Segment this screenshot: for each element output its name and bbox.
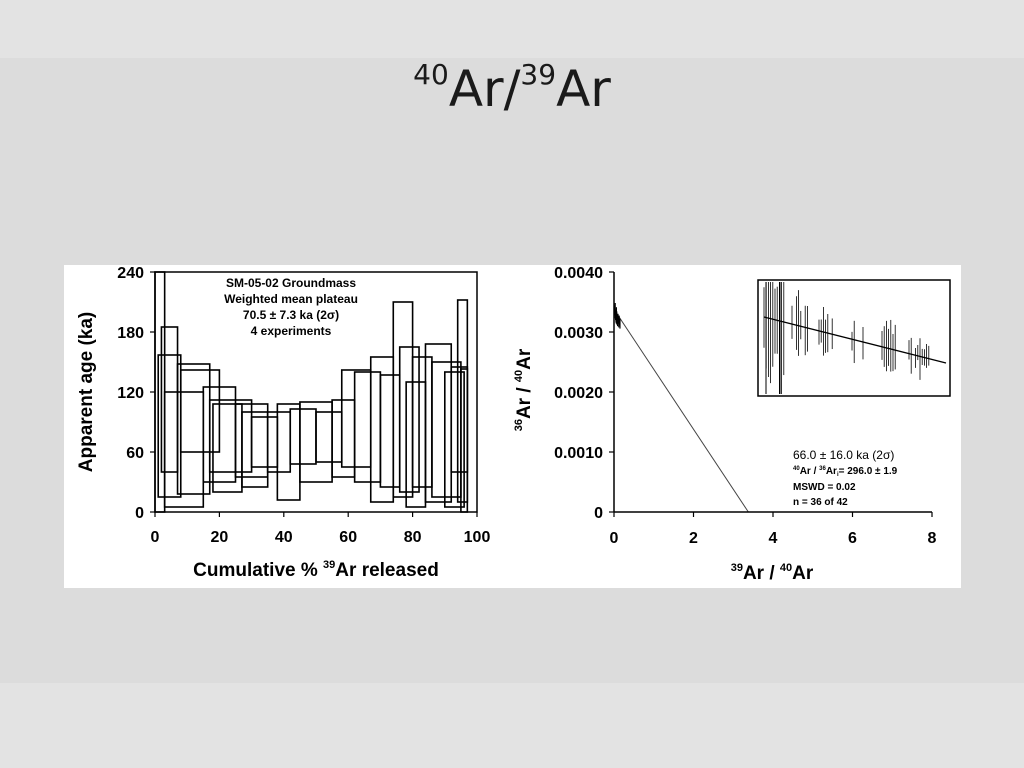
slide-title: 40Ar/39Ar — [0, 60, 1024, 118]
iso-xtick-label-1: 2 — [689, 530, 698, 547]
age-step-21 — [379, 374, 401, 488]
iso-xtick-label-2: 4 — [769, 530, 778, 547]
age-step-8 — [212, 403, 243, 493]
age-ytick-label-1: 60 — [126, 445, 144, 462]
isochron-line — [613, 309, 749, 513]
title-text-ar: Ar/ — [448, 60, 521, 118]
iso-ytick-label-4: 0.0040 — [554, 265, 603, 282]
age-step-24 — [405, 381, 427, 508]
age-xtick-label-5: 100 — [464, 529, 491, 546]
age-step-0 — [154, 271, 166, 513]
isochron-mswd: MSWD = 0.02 — [793, 482, 856, 493]
age-xtick-label-3: 60 — [339, 529, 357, 546]
iso-ytick-label-3: 0.0030 — [554, 325, 603, 342]
isochron-n: n = 36 of 42 — [793, 497, 848, 508]
age-ytick-label-0: 0 — [135, 505, 144, 522]
age-step-4 — [176, 363, 211, 495]
iso-xtick-label-3: 6 — [848, 530, 857, 547]
isochron-stats: 66.0 ± 16.0 ka (2σ) 40Ar / 36Ari= 296.0 … — [793, 448, 898, 508]
age-step-13 — [276, 403, 301, 501]
age-ytick-label-3: 180 — [117, 325, 144, 342]
iso-ytick-label-0: 0 — [594, 505, 603, 522]
age-step-29 — [450, 366, 469, 473]
age-spectrum-chart: 0 20 40 60 80 100 0 60 120 180 240 Cumulative % 39… — [76, 265, 490, 581]
age-ytick-label-4: 240 — [117, 265, 144, 282]
age-xtick-label-2: 40 — [275, 529, 293, 546]
figure-panel: 0 20 40 60 80 100 0 60 120 180 240 Cumulative % 39… — [64, 265, 961, 588]
age-step-16 — [315, 411, 343, 463]
age-xtick-label-0: 0 — [151, 529, 160, 546]
age-step-10 — [241, 411, 269, 488]
title-superscript-40: 40 — [413, 58, 449, 91]
age-step-19 — [353, 371, 382, 483]
isochron-chart: 0 2 4 6 8 0 0.0010 0.0020 0.0030 0.0040 39Ar / 40… — [513, 265, 951, 584]
iso-ytick-label-2: 0.0020 — [554, 385, 603, 402]
age-step-14 — [289, 408, 317, 465]
isochron-inset-data — [763, 282, 947, 394]
title-text-ar-end: Ar — [556, 60, 611, 118]
age-step-5 — [179, 369, 221, 453]
isochron-ticks: 0 2 4 6 8 0 0.0010 0.0020 0.0030 0.0040 — [554, 265, 936, 547]
isochron-xlabel: 39Ar / 40Ar — [731, 562, 814, 584]
age-step-11 — [250, 416, 279, 468]
age-step-22 — [392, 301, 414, 498]
iso-xtick-label-0: 0 — [610, 530, 619, 547]
age-step-2 — [160, 326, 179, 473]
age-step-7 — [208, 399, 253, 473]
age-xtick-label-4: 80 — [404, 529, 422, 546]
age-step-26 — [424, 343, 453, 503]
annotation-line-experiments: 4 experiments — [251, 324, 332, 338]
age-spectrum-xlabel: Cumulative % 39Ar released — [193, 559, 439, 581]
age-spectrum-ylabel: Apparent age (ka) — [76, 312, 97, 472]
age-xtick-label-1: 20 — [211, 529, 229, 546]
annotation-line-sample: SM-05-02 Groundmass — [226, 276, 356, 290]
isochron-age: 66.0 ± 16.0 ka (2σ) — [793, 448, 894, 462]
age-step-27 — [431, 361, 462, 498]
age-step-25 — [411, 356, 433, 488]
isochron-ylabel: 36Ar / 40Ar — [513, 348, 535, 431]
age-ytick-label-2: 120 — [117, 385, 144, 402]
isochron-intercept: 40Ar / 36Ari= 296.0 ± 1.9 — [793, 466, 898, 478]
age-spectrum-steps — [154, 271, 469, 513]
age-spectrum-annotation: SM-05-02 Groundmass Weighted mean platea… — [224, 276, 358, 338]
iso-ytick-label-1: 0.0010 — [554, 445, 603, 462]
age-step-28 — [443, 371, 465, 508]
annotation-line-age: 70.5 ± 7.3 ka (2σ) — [243, 308, 339, 322]
title-superscript-39: 39 — [520, 58, 557, 91]
annotation-line-plateau: Weighted mean plateau — [224, 292, 358, 306]
age-step-18 — [340, 369, 372, 468]
isochron-data — [613, 303, 749, 513]
age-step-23 — [398, 346, 420, 493]
age-step-3 — [163, 391, 205, 508]
age-spectrum-ticks: 0 20 40 60 80 100 0 60 120 180 240 — [117, 265, 490, 546]
iso-xtick-label-4: 8 — [928, 530, 937, 547]
age-step-12 — [266, 411, 292, 473]
age-step-20 — [369, 356, 395, 503]
